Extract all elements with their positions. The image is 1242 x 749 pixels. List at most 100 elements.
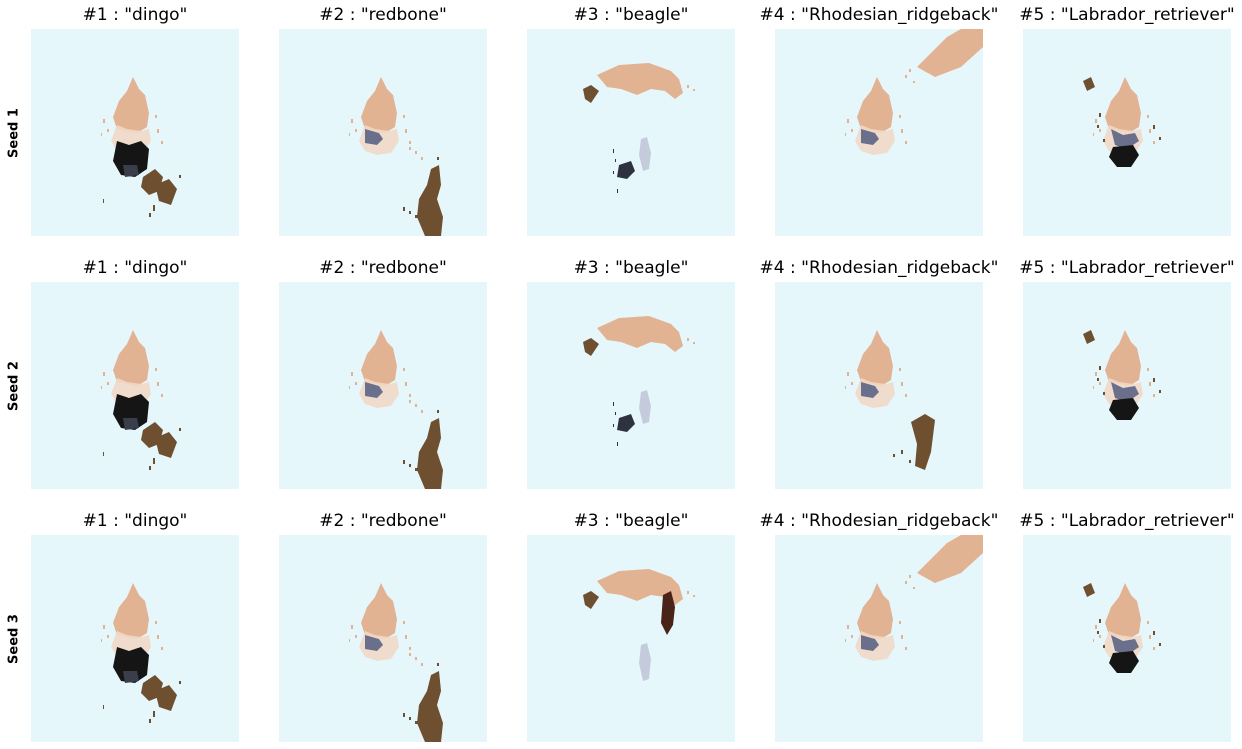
fur-speck (901, 382, 903, 386)
face-region (361, 77, 397, 133)
dark-region (1109, 651, 1139, 673)
brown-speck (909, 460, 911, 463)
fur-speck (351, 625, 353, 629)
brown-speck (415, 721, 418, 724)
panel-title: #3 : "beagle" (573, 511, 689, 531)
attribution-panel (1023, 282, 1231, 489)
dark-speck (613, 171, 614, 174)
brown-speck (153, 205, 155, 211)
brown-speck (415, 215, 418, 218)
face-region (1105, 77, 1141, 133)
shadow-patch (365, 635, 383, 651)
row-label: Seed 1 (4, 29, 24, 236)
dark-region (113, 647, 149, 683)
attribution-image (349, 583, 443, 742)
fur-speck (847, 119, 849, 123)
pale-blob (639, 390, 651, 424)
fur-speck (1099, 129, 1101, 132)
brown-speck (149, 213, 151, 217)
fur-speck (415, 404, 417, 407)
attribution-image (101, 330, 181, 470)
fur-speck (851, 635, 853, 638)
fur-speck (851, 382, 853, 385)
attribution-panel (279, 535, 487, 742)
fur-speck (1099, 382, 1101, 385)
brown-speck (179, 428, 181, 431)
dark-region (617, 414, 635, 432)
shadow-patch (1111, 382, 1139, 402)
fur-speck (901, 635, 903, 639)
face-region (113, 330, 149, 386)
fur-speck (405, 382, 407, 386)
fur-speck (1149, 382, 1151, 386)
panel-title: #1 : "dingo" (82, 511, 188, 531)
brown-speck (893, 454, 895, 457)
fur-speck (101, 639, 102, 642)
fur-speck (107, 635, 109, 638)
dark-speck (615, 159, 616, 162)
fur-speck (161, 647, 163, 650)
brown-speck (415, 468, 418, 471)
fur-speck (1153, 141, 1155, 144)
fur-speck (161, 141, 163, 144)
fur-speck (355, 635, 357, 638)
fur-speck (351, 119, 353, 123)
fur-speck (1095, 625, 1097, 629)
fur-speck (349, 133, 350, 136)
row-label: Seed 2 (4, 282, 24, 489)
attribution-image (845, 330, 935, 470)
attribution-image (1083, 77, 1161, 167)
row-label: Seed 3 (4, 535, 24, 742)
fur-speck (101, 133, 102, 136)
shadow-patch (861, 129, 879, 145)
fur-speck (693, 89, 695, 91)
dark-region-lower (123, 165, 139, 177)
brown-speck (1099, 619, 1101, 623)
fur-speck (1153, 647, 1155, 650)
attribution-panel (31, 282, 239, 489)
brown-patch (583, 591, 599, 609)
brown-speck (1159, 137, 1161, 140)
brown-speck (1099, 366, 1101, 370)
brown-patch (1083, 77, 1095, 91)
panel-title: #3 : "beagle" (573, 5, 689, 25)
fur-speck (913, 587, 915, 589)
attribution-panel (31, 535, 239, 742)
fur-speck (913, 81, 915, 83)
brown-patch (1083, 583, 1095, 597)
fur-speck (909, 575, 911, 578)
brown-patch (155, 179, 177, 205)
fur-speck (905, 75, 907, 78)
fur-speck (1095, 372, 1097, 376)
row-label-text: Seed 2 (6, 360, 22, 411)
fur-speck (421, 410, 423, 413)
brown-speck (1159, 643, 1161, 646)
fur-speck (161, 394, 163, 397)
arm-region (917, 535, 983, 583)
fur-speck (355, 129, 357, 132)
row-label-text: Seed 1 (6, 107, 22, 158)
attribution-panel (279, 282, 487, 489)
attribution-image (583, 569, 695, 681)
dark-region (617, 161, 635, 179)
brown-patch (583, 338, 599, 356)
attribution-image (1083, 330, 1161, 420)
panel-title: #3 : "beagle" (573, 258, 689, 278)
shadow-patch (365, 382, 383, 398)
dark-speck (615, 412, 616, 415)
fur-speck (403, 115, 405, 118)
fur-speck (409, 394, 411, 397)
fur-speck (687, 85, 689, 88)
brown-speck (1099, 113, 1101, 117)
fur-speck (409, 653, 411, 656)
brown-speck (409, 211, 411, 214)
dark-region (1109, 398, 1139, 420)
attribution-panel (527, 535, 735, 742)
fur-speck (1149, 129, 1151, 133)
dark-speck (613, 424, 614, 427)
lower-right-region (417, 165, 443, 236)
face-region (361, 583, 397, 639)
panel-title: #5 : "Labrador_retriever" (1019, 511, 1235, 531)
brown-speck (103, 199, 104, 203)
